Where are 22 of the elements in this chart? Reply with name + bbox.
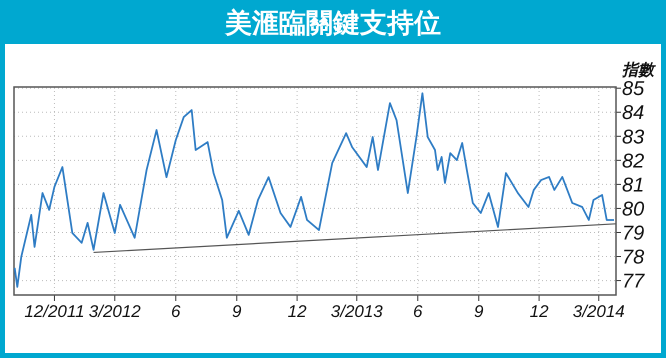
x-tick-label: 6 (171, 302, 182, 321)
y-tick-label: 77 (622, 270, 646, 293)
y-tick-label: 84 (622, 102, 644, 124)
x-tick-label: 3/2014 (572, 302, 625, 321)
x-tick-label: 12 (288, 302, 308, 321)
x-tick-label: 3/2012 (88, 302, 142, 321)
line-series (14, 92, 615, 288)
y-tick-label: 80 (622, 198, 644, 220)
x-tick-label: 3/2013 (330, 302, 384, 321)
x-tick-label: 6 (413, 302, 424, 321)
x-tick-label: 9 (474, 302, 484, 321)
x-tick-label: 12/2011 (24, 302, 85, 321)
y-tick-label: 82 (622, 150, 644, 172)
x-tick-label: 9 (232, 302, 242, 321)
y-axis-title: 指數 (622, 61, 656, 79)
y-tick-label: 85 (622, 78, 646, 100)
y-tick-label: 83 (622, 126, 644, 148)
y-tick-label: 81 (622, 174, 644, 196)
x-tick-label: 12 (530, 302, 550, 321)
chart-title: 美滙臨關鍵支持位 (224, 8, 441, 38)
y-tick-label: 78 (622, 246, 644, 269)
y-tick-label: 79 (622, 222, 644, 244)
